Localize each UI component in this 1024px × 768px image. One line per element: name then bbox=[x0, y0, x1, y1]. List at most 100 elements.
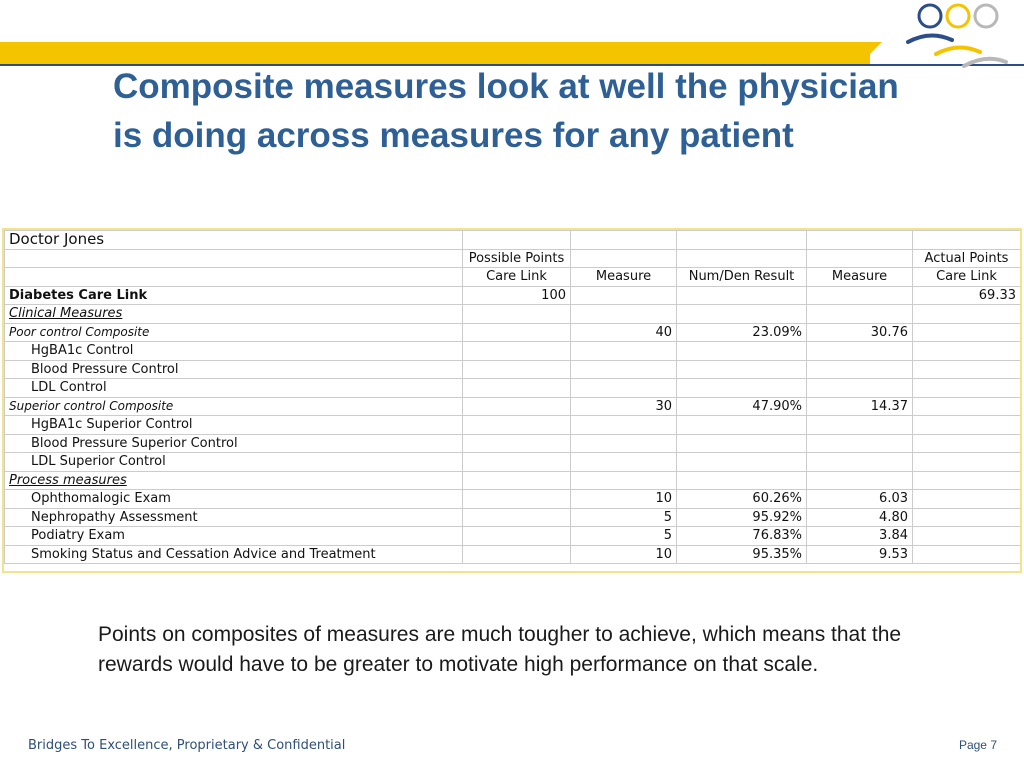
table-cell: 10 bbox=[570, 489, 677, 509]
table-cell bbox=[462, 452, 571, 472]
header-care-link-possible: Care Link bbox=[462, 267, 571, 287]
row-label: Nephropathy Assessment bbox=[4, 507, 463, 527]
table-cell bbox=[570, 359, 677, 379]
table-cell bbox=[676, 378, 807, 398]
table-cell: 5 bbox=[570, 507, 677, 527]
page-number: Page 7 bbox=[958, 738, 997, 752]
table-cell bbox=[570, 415, 677, 435]
table-cell bbox=[806, 359, 913, 379]
table-cell bbox=[912, 489, 1020, 509]
table-cell bbox=[462, 433, 571, 453]
table-cell: 4.80 bbox=[806, 507, 913, 527]
header-actual-points: Actual Points bbox=[912, 248, 1020, 268]
table-cell bbox=[570, 304, 677, 324]
row-label: HgBA1c Superior Control bbox=[4, 415, 463, 435]
table-cell bbox=[676, 304, 807, 324]
header-row-1: Possible Points Actual Points bbox=[4, 248, 1020, 268]
table-cell bbox=[570, 452, 677, 472]
table-cell: 14.37 bbox=[806, 396, 913, 416]
row-label: Clinical Measures bbox=[4, 304, 463, 324]
row-label: Process measures bbox=[4, 470, 463, 490]
header-measure-possible: Measure bbox=[570, 267, 677, 287]
row-label: Diabetes Care Link bbox=[4, 285, 463, 305]
table-cell bbox=[912, 304, 1020, 324]
table-cell bbox=[912, 507, 1020, 527]
table-cell: 3.84 bbox=[806, 526, 913, 546]
table-cell bbox=[462, 489, 571, 509]
table-cell bbox=[676, 341, 807, 361]
table-cell bbox=[912, 322, 1020, 342]
row-label: Poor control Composite bbox=[4, 322, 463, 342]
footer-confidential: Bridges To Excellence, Proprietary & Con… bbox=[28, 738, 346, 753]
table-cell: 10 bbox=[570, 544, 677, 564]
header-row-2: Care Link Measure Num/Den Result Measure… bbox=[4, 267, 1020, 287]
table-cell bbox=[912, 396, 1020, 416]
table-cell bbox=[912, 544, 1020, 564]
table-cell: 30 bbox=[570, 396, 677, 416]
table-cell bbox=[570, 378, 677, 398]
spreadsheet-excerpt: Doctor Jones Possible Points Actual Poin… bbox=[2, 228, 1022, 573]
table-cell bbox=[912, 452, 1020, 472]
table-cell bbox=[676, 452, 807, 472]
table-cell bbox=[462, 415, 571, 435]
table-cell bbox=[912, 433, 1020, 453]
table-cell bbox=[676, 433, 807, 453]
table-cell bbox=[676, 415, 807, 435]
table-cell bbox=[462, 470, 571, 490]
doctor-row: Doctor Jones bbox=[4, 230, 1020, 250]
table-cell: 69.33 bbox=[912, 285, 1020, 305]
table-row: Superior control Composite 30 47.90% 14.37 bbox=[4, 396, 1020, 416]
table-cell bbox=[912, 359, 1020, 379]
table-cell bbox=[462, 507, 571, 527]
table-cell bbox=[570, 433, 677, 453]
table-cell: 60.26% bbox=[676, 489, 807, 509]
table-row: LDL Control bbox=[4, 378, 1020, 398]
measures-table: Doctor Jones Possible Points Actual Poin… bbox=[4, 230, 1020, 564]
row-label: Blood Pressure Control bbox=[4, 359, 463, 379]
table-row: Clinical Measures bbox=[4, 304, 1020, 324]
table-cell: 5 bbox=[570, 526, 677, 546]
table-row: Nephropathy Assessment 5 95.92% 4.80 bbox=[4, 507, 1020, 527]
doctor-name: Doctor Jones bbox=[4, 230, 463, 250]
table-cell bbox=[462, 526, 571, 546]
slide-title: Composite measures look at well the phys… bbox=[113, 67, 899, 155]
header-possible-points: Possible Points bbox=[462, 248, 571, 268]
table-cell bbox=[462, 544, 571, 564]
row-label: Podiatry Exam bbox=[4, 526, 463, 546]
table-cell: 95.35% bbox=[676, 544, 807, 564]
row-label: LDL Control bbox=[4, 378, 463, 398]
table-cell: 95.92% bbox=[676, 507, 807, 527]
row-label: LDL Superior Control bbox=[4, 452, 463, 472]
table-cell: 100 bbox=[462, 285, 571, 305]
table-cell bbox=[806, 285, 913, 305]
table-cell bbox=[462, 396, 571, 416]
table-cell bbox=[676, 470, 807, 490]
table-row: Ophthomalogic Exam 10 60.26% 6.03 bbox=[4, 489, 1020, 509]
table-cell: 40 bbox=[570, 322, 677, 342]
row-label: Smoking Status and Cessation Advice and … bbox=[4, 544, 463, 564]
table-cell bbox=[676, 359, 807, 379]
header-care-link-actual: Care Link bbox=[912, 267, 1020, 287]
table-cell bbox=[912, 341, 1020, 361]
table-cell bbox=[912, 415, 1020, 435]
row-label: Superior control Composite bbox=[4, 396, 463, 416]
table-cell: 47.90% bbox=[676, 396, 807, 416]
table-cell bbox=[570, 470, 677, 490]
explanation-text: Points on composites of measures are muc… bbox=[98, 623, 902, 676]
table-cell bbox=[462, 378, 571, 398]
table-cell bbox=[462, 341, 571, 361]
table-cell bbox=[462, 304, 571, 324]
table-cell bbox=[912, 378, 1020, 398]
table-cell bbox=[806, 341, 913, 361]
table-cell bbox=[806, 304, 913, 324]
header-measure-actual: Measure bbox=[806, 267, 913, 287]
table-row: Podiatry Exam 5 76.83% 3.84 bbox=[4, 526, 1020, 546]
row-label: HgBA1c Control bbox=[4, 341, 463, 361]
table-row: Process measures bbox=[4, 470, 1020, 490]
table-row: Blood Pressure Control bbox=[4, 359, 1020, 379]
table-cell bbox=[912, 526, 1020, 546]
table-cell: 76.83% bbox=[676, 526, 807, 546]
table-cell bbox=[806, 470, 913, 490]
table-row: HgBA1c Superior Control bbox=[4, 415, 1020, 435]
header-accent-bar-tail bbox=[860, 42, 882, 64]
